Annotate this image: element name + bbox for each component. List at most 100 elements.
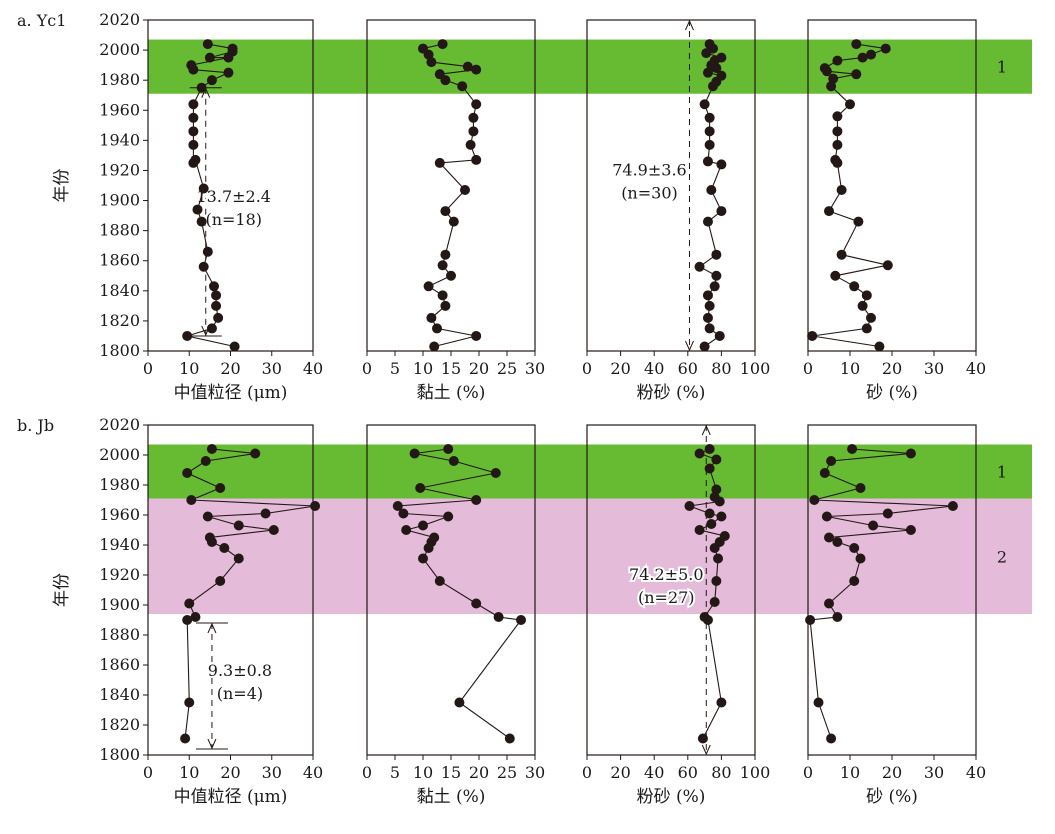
data-point: [437, 260, 448, 271]
data-point: [440, 249, 451, 260]
y-tick-label: 1800: [99, 745, 140, 764]
data-point: [443, 511, 454, 522]
data-point: [454, 697, 465, 708]
x-tick-label: 30: [924, 359, 944, 378]
data-point: [826, 456, 837, 466]
data-point: [401, 525, 412, 535]
data-point: [836, 185, 847, 196]
data-point: [504, 733, 515, 744]
y-tick-label: 1900: [99, 191, 140, 210]
x-tick-label: 30: [525, 359, 545, 378]
data-point: [704, 323, 715, 334]
data-point: [709, 597, 720, 607]
x-tick-label: 10: [413, 763, 433, 782]
data-point: [826, 733, 837, 744]
data-point: [882, 260, 893, 271]
data-point: [704, 112, 715, 123]
zone-label-2: 2: [997, 547, 1007, 566]
mean-annotation: 13.7±2.4 (n=18): [189, 87, 273, 337]
x-axis-label: 黏土 (%): [417, 787, 486, 807]
data-point: [446, 270, 456, 281]
data-point: [448, 456, 459, 466]
x-axis-label: 中值粒径 (μm): [174, 383, 288, 403]
zone-band-1: [148, 444, 1032, 499]
x-tick-label: 30: [262, 359, 282, 378]
sample-count-label: (n=27): [638, 588, 695, 607]
x-tick-label: 40: [644, 359, 664, 378]
data-point: [188, 112, 199, 123]
x-tick-label: 15: [441, 359, 461, 378]
data-point: [215, 576, 226, 586]
x-tick-label: 80: [711, 359, 731, 378]
data-point: [423, 49, 434, 60]
data-point: [866, 312, 876, 323]
x-tick-label: 20: [469, 763, 489, 782]
data-point: [188, 139, 199, 150]
data-point: [821, 511, 832, 522]
data-point: [704, 463, 715, 474]
mean-annotation: 9.3±0.8 (n=4): [195, 622, 274, 750]
data-point: [697, 733, 708, 744]
x-tick-label: 40: [966, 359, 986, 378]
data-point: [268, 525, 279, 535]
data-point: [874, 341, 885, 352]
mean-annotation: 74.2±5.0 (n=27): [627, 424, 723, 756]
data-point: [418, 553, 428, 564]
data-point: [828, 73, 839, 84]
data-point: [702, 312, 713, 323]
arrow-up-icon: [207, 622, 217, 634]
data-point: [704, 126, 715, 137]
mean-value-label: 9.3±0.8: [208, 661, 272, 680]
y-tick-label: 1960: [99, 100, 140, 119]
x-tick-label: 20: [220, 359, 240, 378]
mean-value-label: 74.9±3.6: [612, 161, 686, 180]
data-point: [704, 444, 715, 454]
y-tick-label: 1880: [99, 221, 140, 240]
x-tick-label: 40: [303, 359, 323, 378]
panel-frame: [586, 424, 756, 756]
data-point: [845, 99, 855, 110]
data-point: [716, 159, 727, 170]
y-tick-label: 2020: [99, 415, 140, 434]
data-point: [714, 330, 725, 341]
data-point: [465, 139, 476, 150]
data-point: [709, 281, 720, 292]
data-point: [184, 598, 195, 609]
data-point: [188, 126, 199, 137]
data-point: [832, 55, 843, 66]
data-point: [704, 139, 715, 150]
data-point: [462, 61, 473, 72]
data-point: [211, 300, 222, 311]
sample-count-label: (n=18): [205, 210, 262, 229]
data-point: [813, 697, 824, 708]
data-point: [415, 483, 426, 493]
data-point: [711, 484, 722, 495]
data-point: [206, 444, 217, 454]
y-tick-label: 1860: [99, 655, 140, 674]
sample-count-label: (n=30): [621, 184, 678, 203]
data-point: [847, 444, 858, 454]
data-point: [468, 126, 479, 137]
y-tick-label: 1820: [99, 715, 140, 734]
data-point: [855, 483, 866, 493]
data-point: [706, 185, 717, 196]
x-tick-label: 10: [179, 359, 199, 378]
row-label: a. Yc1: [17, 11, 66, 30]
data-point: [716, 697, 727, 708]
x-tick-label: 25: [497, 359, 517, 378]
arrow-up-icon: [685, 19, 694, 31]
data-point: [198, 183, 209, 194]
data-point: [855, 553, 866, 564]
data-point: [880, 43, 891, 54]
y-tick-label: 1980: [99, 70, 140, 89]
data-point: [851, 39, 862, 50]
panel-4: 0 10 20 30 40 砂 (%): [803, 424, 986, 807]
data-point: [211, 290, 222, 301]
data-point: [711, 63, 722, 74]
x-tick-label: 10: [840, 359, 860, 378]
data-point: [711, 270, 722, 281]
x-tick-label: 0: [803, 359, 813, 378]
y-tick-label: 1840: [99, 685, 140, 704]
data-point: [440, 206, 451, 217]
